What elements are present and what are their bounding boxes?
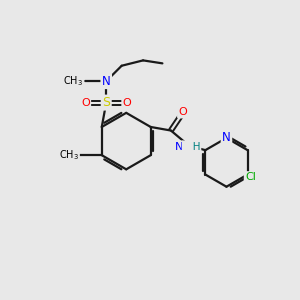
- Text: O: O: [123, 98, 131, 108]
- Text: H: H: [183, 142, 200, 152]
- Text: O: O: [81, 98, 90, 108]
- Text: S: S: [102, 96, 110, 109]
- Text: N: N: [222, 131, 231, 145]
- Text: O: O: [178, 107, 187, 117]
- Text: CH$_3$: CH$_3$: [63, 74, 83, 88]
- Text: CH$_3$: CH$_3$: [59, 148, 79, 162]
- Text: N: N: [174, 142, 183, 152]
- Text: Cl: Cl: [245, 172, 256, 182]
- Text: N: N: [102, 75, 111, 88]
